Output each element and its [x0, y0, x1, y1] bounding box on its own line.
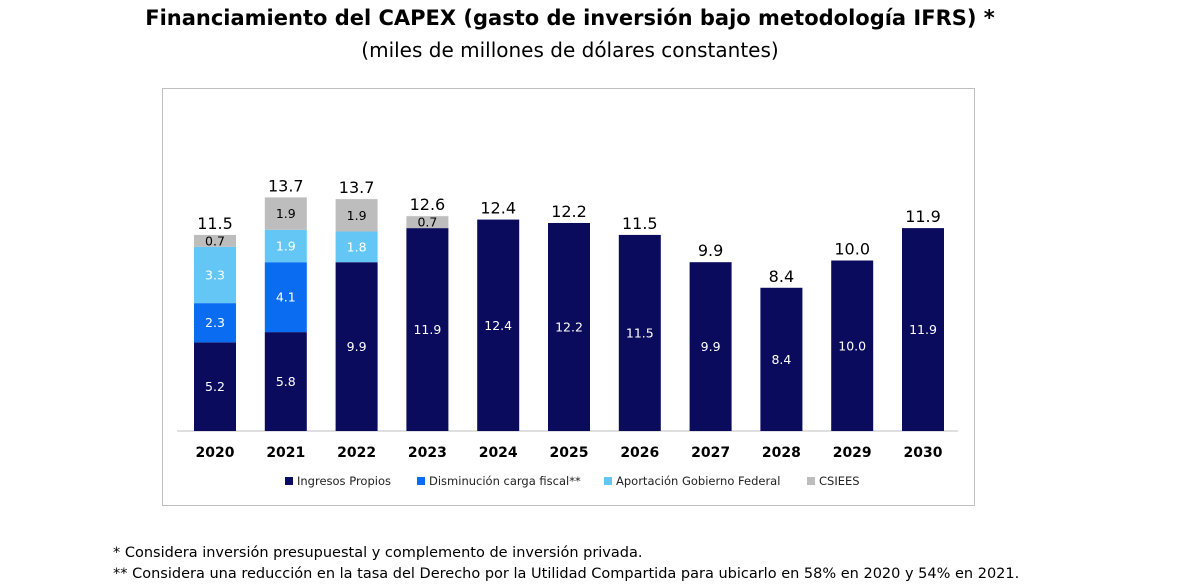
data-label-2022-aportaci-n-gobierno-federal: 1.8	[347, 239, 367, 254]
bar-segment-2029-ingresos-propios	[831, 260, 874, 431]
bar-segment-2020-ingresos-propios	[194, 342, 236, 431]
total-label-2028: 8.4	[769, 267, 794, 286]
data-label-2022-ingresos-propios: 9.9	[347, 339, 367, 354]
legend-label-aportaci-n-gobierno-federal: Aportación Gobierno Federal	[616, 474, 780, 488]
x-tick-label-2023: 2023	[408, 445, 447, 461]
total-label-2026: 11.5	[622, 214, 658, 233]
x-tick-label-2021: 2021	[266, 445, 305, 461]
bar-segment-2026-ingresos-propios	[618, 234, 661, 431]
bar-segment-2027-ingresos-propios	[689, 262, 732, 431]
bar-segment-2025-ingresos-propios	[548, 222, 590, 431]
data-label-2024-ingresos-propios: 12.4	[484, 318, 512, 333]
data-label-2030-ingresos-propios: 11.9	[909, 322, 937, 337]
data-label-2026-ingresos-propios: 11.5	[626, 325, 654, 340]
data-label-2027-ingresos-propios: 9.9	[701, 339, 721, 354]
total-label-2020: 11.5	[197, 214, 233, 233]
x-tick-label-2028: 2028	[762, 445, 801, 461]
legend-label-ingresos-propios: Ingresos Propios	[297, 474, 391, 488]
total-label-2021: 13.7	[268, 176, 304, 195]
bar-segment-2030-ingresos-propios	[902, 228, 944, 431]
data-label-2021-csiees: 1.9	[276, 206, 296, 221]
chart-frame: 5.2 2.3 3.3 0.7 11.5 2020 5.8 4.1 1.9 1.9 13.7 2021…	[162, 88, 975, 506]
x-tick-label-2022: 2022	[337, 445, 376, 461]
bar-segment-2024-ingresos-propios	[477, 219, 520, 431]
legend-label-csiees: CSIEES	[819, 474, 860, 488]
data-label-2023-ingresos-propios: 11.9	[413, 322, 441, 337]
x-tick-label-2027: 2027	[691, 445, 730, 461]
x-tick-label-2024: 2024	[479, 445, 518, 461]
bar-segment-2023-ingresos-propios	[406, 228, 449, 431]
bar-segment-2028-ingresos-propios	[760, 287, 803, 431]
data-label-2022-csiees: 1.9	[347, 208, 367, 223]
total-label-2023: 12.6	[410, 195, 446, 214]
total-label-2027: 9.9	[698, 241, 723, 260]
data-label-2021-disminuci-n-carga-fiscal: 4.1	[276, 290, 296, 305]
bar-segment-2021-disminuci-n-carga-fiscal	[264, 262, 307, 333]
data-label-2029-ingresos-propios: 10.0	[838, 338, 866, 353]
total-label-2025: 12.2	[551, 202, 587, 221]
data-label-2023-csiees: 0.7	[417, 215, 437, 230]
bar-segment-2021-csiees	[264, 197, 307, 230]
total-label-2024: 12.4	[480, 199, 516, 218]
data-label-2021-ingresos-propios: 5.8	[276, 374, 296, 389]
total-label-2029: 10.0	[834, 240, 870, 259]
data-label-2025-ingresos-propios: 12.2	[555, 319, 583, 334]
chart-subtitle: (miles de millones de dólares constantes…	[361, 38, 779, 62]
x-tick-label-2029: 2029	[833, 445, 872, 461]
footnote-investment: * Considera inversión presupuestal y com…	[113, 545, 643, 561]
bar-segment-2020-disminuci-n-carga-fiscal	[194, 303, 236, 343]
data-label-2020-csiees: 0.7	[205, 233, 225, 248]
x-tick-label-2025: 2025	[550, 445, 589, 461]
bar-segment-2020-aportaci-n-gobierno-federal	[194, 246, 236, 304]
total-label-2030: 11.9	[905, 207, 941, 226]
bar-segment-2022-ingresos-propios	[335, 262, 378, 431]
bar-segment-2021-aportaci-n-gobierno-federal	[264, 229, 307, 263]
data-label-2020-disminuci-n-carga-fiscal: 2.3	[205, 315, 225, 330]
chart-title: Financiamiento del CAPEX (gasto de inver…	[145, 6, 995, 30]
legend-swatch-csiees	[807, 477, 815, 485]
legend-swatch-disminuci-n-carga-fiscal	[417, 477, 425, 485]
total-label-2022: 13.7	[339, 178, 375, 197]
bar-segment-2022-aportaci-n-gobierno-federal	[335, 231, 378, 263]
stacked-bar-chart: 5.22.33.30.711.520205.84.11.91.913.72021…	[177, 176, 958, 488]
x-tick-label-2030: 2030	[904, 445, 943, 461]
bar-segment-2020-csiees	[194, 234, 236, 247]
bar-segment-2023-csiees	[406, 216, 449, 229]
data-label-2021-aportaci-n-gobierno-federal: 1.9	[276, 239, 296, 254]
legend-swatch-ingresos-propios	[285, 477, 293, 485]
data-label-2028-ingresos-propios: 8.4	[771, 352, 791, 367]
x-tick-label-2020: 2020	[196, 445, 235, 461]
bar-segment-2022-csiees	[335, 199, 378, 232]
legend-label-disminuci-n-carga-fiscal: Disminución carga fiscal**	[429, 474, 581, 488]
x-tick-label-2026: 2026	[620, 445, 659, 461]
footnote-tax-reduction: ** Considera una reducción en la tasa de…	[113, 566, 1020, 582]
legend-swatch-aportaci-n-gobierno-federal	[604, 477, 612, 485]
data-label-2020-ingresos-propios: 5.2	[205, 379, 225, 394]
bar-segment-2021-ingresos-propios	[264, 332, 307, 431]
data-label-2020-aportaci-n-gobierno-federal: 3.3	[205, 267, 225, 282]
